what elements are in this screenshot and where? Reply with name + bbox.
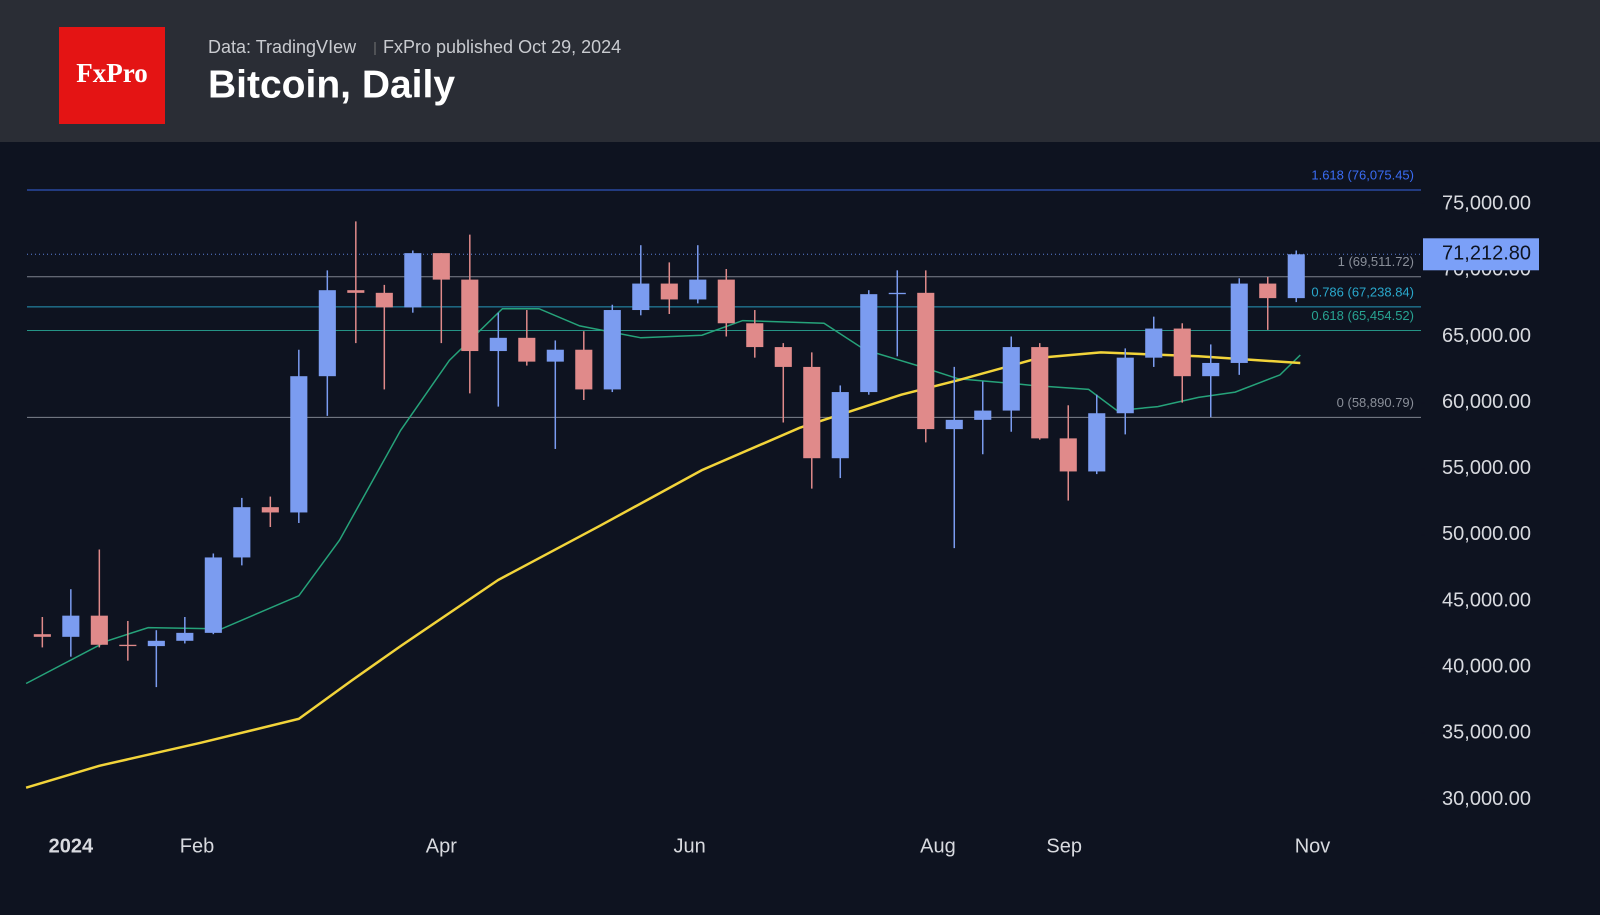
source: Data: TradingVIew bbox=[208, 37, 357, 57]
candle-body bbox=[831, 392, 849, 459]
candle-body bbox=[347, 290, 365, 293]
candle-body bbox=[204, 557, 222, 633]
candle-body bbox=[1230, 283, 1248, 363]
fib-label: 1.618 (76,075.45) bbox=[1311, 167, 1414, 182]
moving-average bbox=[25, 307, 1301, 685]
candle-body bbox=[147, 640, 165, 647]
candle-body bbox=[261, 507, 279, 513]
y-tick-label: 65,000.00 bbox=[1442, 325, 1531, 347]
candle-body bbox=[1002, 347, 1020, 411]
y-tick-label: 55,000.00 bbox=[1442, 457, 1531, 479]
fib-label: 0.618 (65,454.52) bbox=[1311, 308, 1414, 323]
y-tick-label: 35,000.00 bbox=[1442, 722, 1531, 744]
x-tick-label: Nov bbox=[1295, 835, 1331, 857]
chart-title: Bitcoin, Daily bbox=[208, 63, 455, 106]
moving-average bbox=[25, 351, 1301, 789]
logo: FxPro bbox=[76, 58, 147, 88]
candle-body bbox=[518, 337, 536, 362]
published: FxPro published Oct 29, 2024 bbox=[383, 37, 621, 57]
y-tick-label: 45,000.00 bbox=[1442, 589, 1531, 611]
last-price-label: 71,212.80 bbox=[1442, 243, 1531, 265]
candle-body bbox=[774, 347, 792, 367]
candle-body bbox=[90, 615, 108, 645]
logo-box bbox=[59, 27, 165, 124]
candle-body bbox=[318, 290, 336, 377]
candle-body bbox=[33, 634, 51, 637]
candle-body bbox=[689, 279, 707, 300]
x-tick-label: Jun bbox=[674, 835, 706, 857]
y-tick-label: 60,000.00 bbox=[1442, 391, 1531, 413]
candle-body bbox=[917, 292, 935, 430]
x-tick-label: 2024 bbox=[49, 835, 94, 857]
candle-body bbox=[404, 253, 422, 308]
candle-body bbox=[1202, 362, 1220, 377]
x-tick-label: Aug bbox=[920, 835, 956, 857]
candle-body bbox=[489, 337, 507, 352]
candle-body bbox=[233, 507, 251, 558]
candle-body bbox=[945, 419, 963, 430]
y-tick-label: 40,000.00 bbox=[1442, 656, 1531, 678]
last-price-badge bbox=[1423, 238, 1539, 271]
header-band bbox=[0, 0, 1600, 142]
fib-label: 1 (69,511.72) bbox=[1338, 254, 1414, 269]
candle-body bbox=[632, 283, 650, 311]
candle-body bbox=[1287, 254, 1305, 299]
fib-label: 0 (58,890.79) bbox=[1337, 395, 1414, 410]
x-tick-label: Apr bbox=[426, 835, 457, 857]
candle-body bbox=[803, 366, 821, 459]
candle-body bbox=[746, 323, 764, 348]
candle-body bbox=[1259, 283, 1277, 299]
fib-label: 0.786 (67,238.84) bbox=[1311, 284, 1414, 299]
candle-body bbox=[974, 410, 992, 420]
candle-body bbox=[176, 632, 194, 641]
candle-body bbox=[375, 292, 393, 308]
candle-body bbox=[1031, 347, 1049, 439]
candle-body bbox=[290, 376, 308, 513]
candle-body bbox=[1116, 357, 1134, 414]
candle-body bbox=[717, 279, 735, 324]
candle-body bbox=[546, 349, 564, 362]
x-tick-label: Feb bbox=[180, 835, 214, 857]
candle-body bbox=[660, 283, 678, 300]
candle-body bbox=[860, 294, 878, 393]
candle-body bbox=[62, 615, 80, 637]
plot: 30,000.00 35,000.00 40,000.00 45,000.00 50,0… bbox=[25, 167, 1539, 857]
candle-body bbox=[1088, 413, 1106, 472]
candle-body bbox=[432, 253, 450, 280]
candle-body bbox=[119, 644, 137, 647]
y-tick-label: 30,000.00 bbox=[1442, 788, 1531, 810]
y-tick-label: 75,000.00 bbox=[1442, 192, 1531, 214]
x-tick-label: Sep bbox=[1046, 835, 1082, 857]
y-tick-label: 50,000.00 bbox=[1442, 523, 1531, 545]
candle-body bbox=[575, 349, 593, 390]
candle-body bbox=[1059, 438, 1077, 472]
candle-body bbox=[888, 292, 906, 295]
candle-body bbox=[603, 310, 621, 390]
candle-body bbox=[461, 279, 479, 352]
candle-body bbox=[1145, 328, 1163, 358]
candle-body bbox=[1173, 328, 1191, 377]
